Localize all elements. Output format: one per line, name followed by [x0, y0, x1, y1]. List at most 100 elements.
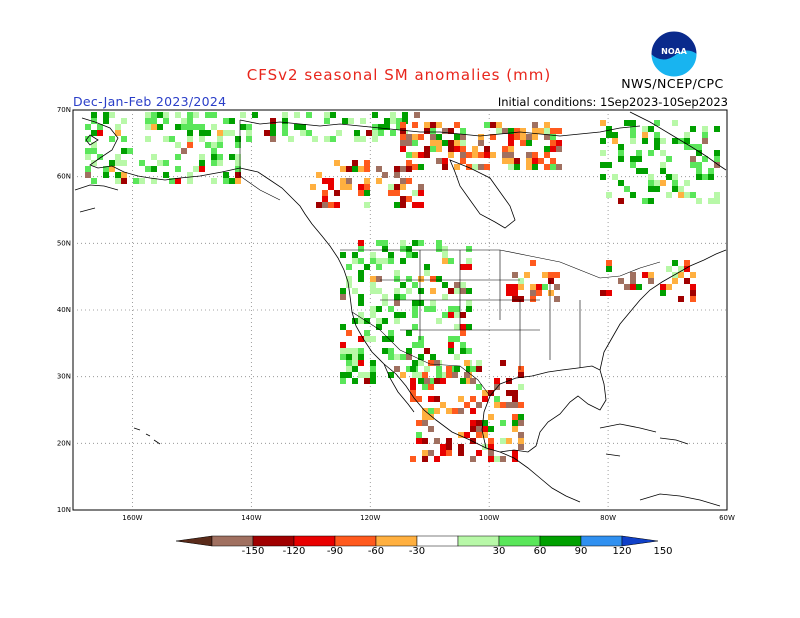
anomaly-cell [466, 378, 472, 384]
anomaly-cell [518, 296, 524, 302]
anomaly-cell [454, 288, 460, 294]
anomaly-cell [418, 240, 424, 246]
anomaly-cell [530, 296, 536, 302]
anomaly-cell [470, 426, 476, 432]
anomaly-cell [600, 120, 606, 126]
anomaly-cell [532, 164, 538, 170]
anomaly-cell [223, 172, 229, 178]
anomaly-cell [696, 198, 702, 204]
anomaly-cell [460, 282, 466, 288]
anomaly-cell [358, 276, 364, 282]
anomaly-cell [544, 164, 550, 170]
anomaly-cell [406, 246, 412, 252]
anomaly-cell [163, 136, 169, 142]
anomaly-cell [460, 288, 466, 294]
anomaly-cell [606, 192, 612, 198]
anomaly-cells [85, 112, 720, 462]
anomaly-cell [690, 162, 696, 168]
anomaly-cell [358, 258, 364, 264]
anomaly-cell [235, 154, 241, 160]
anomaly-cell [193, 112, 199, 118]
anomaly-cell [648, 278, 654, 284]
anomaly-cell [235, 178, 241, 184]
anomaly-cell [448, 128, 454, 134]
colorbar-label: -150 [241, 546, 265, 557]
anomaly-cell [390, 130, 396, 136]
lat-label: 10N [57, 506, 71, 514]
coastlines [74, 111, 727, 507]
anomaly-cell [400, 146, 406, 152]
map-title: CFSv2 seasonal SM anomalies (mm) [246, 66, 552, 84]
anomaly-cell [512, 426, 518, 432]
anomaly-cell [294, 124, 300, 130]
anomaly-cell [478, 152, 484, 158]
anomaly-cell [211, 160, 217, 166]
lon-label: 100W [479, 514, 499, 522]
anomaly-cell [544, 128, 550, 134]
colorbar-box [252, 535, 295, 547]
anomaly-cell [394, 294, 400, 300]
anomaly-cell [372, 130, 378, 136]
anomaly-cell [360, 136, 366, 142]
anomaly-cell [169, 136, 175, 142]
anomaly-cell [466, 366, 472, 372]
anomaly-cell [406, 276, 412, 282]
anomaly-cell [354, 130, 360, 136]
anomaly-cell [436, 134, 442, 140]
anomaly-cell [508, 146, 514, 152]
anomaly-cell [352, 354, 358, 360]
anomaly-cell [424, 264, 430, 270]
anomaly-cell [394, 202, 400, 208]
anomaly-cell [476, 450, 482, 456]
anomaly-cell [660, 150, 666, 156]
anomaly-cell [648, 272, 654, 278]
anomaly-cell [530, 284, 536, 290]
lat-label: 40N [57, 306, 71, 314]
anomaly-cell [624, 186, 630, 192]
anomaly-cell [400, 128, 406, 134]
anomaly-cell [264, 130, 270, 136]
anomaly-cell [512, 272, 518, 278]
anomaly-cell [506, 390, 512, 396]
anomaly-cell [508, 152, 514, 158]
anomaly-cell [205, 112, 211, 118]
anomaly-cell [606, 162, 612, 168]
anomaly-cell [550, 134, 556, 140]
anomaly-cell [556, 146, 562, 152]
anomaly-cell [418, 372, 424, 378]
anomaly-cell [690, 144, 696, 150]
anomaly-cell [690, 156, 696, 162]
anomaly-cell [294, 112, 300, 118]
anomaly-cell [488, 450, 494, 456]
anomaly-cell [612, 174, 618, 180]
anomaly-cell [436, 146, 442, 152]
anomaly-cell [424, 348, 430, 354]
anomaly-cell [506, 284, 512, 290]
anomaly-cell [376, 258, 382, 264]
anomaly-cell [690, 296, 696, 302]
colorbar-box [211, 535, 254, 547]
anomaly-cell [217, 136, 223, 142]
anomaly-cell [199, 166, 205, 172]
anomaly-cell [502, 128, 508, 134]
anomaly-cell [502, 146, 508, 152]
anomaly-cell [532, 158, 538, 164]
anomaly-cell [466, 264, 472, 270]
anomaly-cell [630, 132, 636, 138]
logo-text: NOAA [661, 47, 687, 56]
anomaly-cell [436, 246, 442, 252]
colorbar-arrow-left [175, 535, 213, 547]
anomaly-cell [358, 240, 364, 246]
anomaly-cell [446, 438, 452, 444]
anomaly-cell [416, 438, 422, 444]
anomaly-cell [466, 258, 472, 264]
anomaly-cell [464, 372, 470, 378]
anomaly-cell [648, 126, 654, 132]
anomaly-cell [422, 450, 428, 456]
anomaly-cell [434, 408, 440, 414]
anomaly-cell [352, 318, 358, 324]
anomaly-cell [400, 246, 406, 252]
anomaly-cell [370, 288, 376, 294]
anomaly-cell [714, 192, 720, 198]
